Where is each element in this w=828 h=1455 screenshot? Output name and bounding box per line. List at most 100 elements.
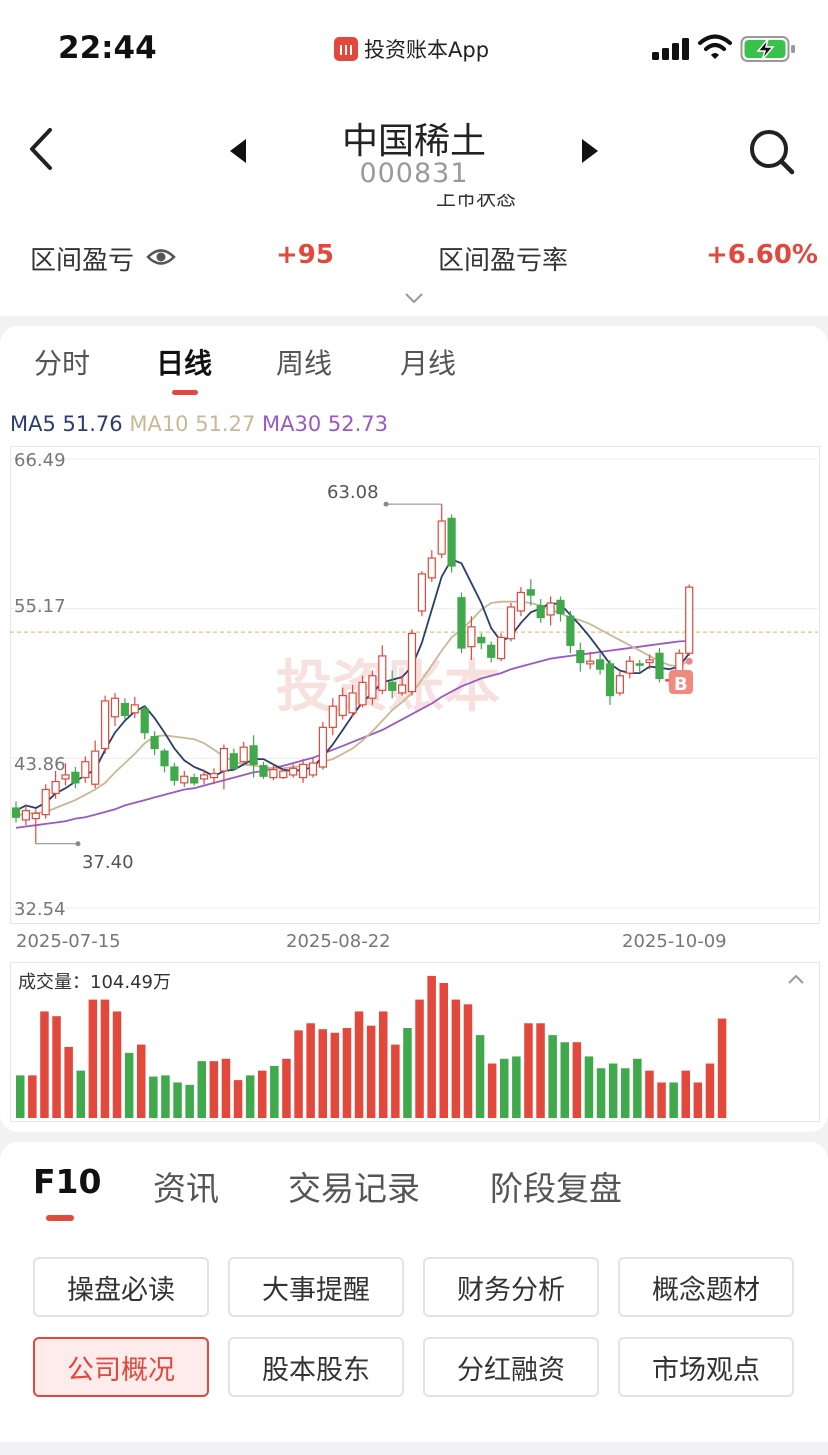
volume-bar (342, 1028, 352, 1118)
ma5-value: MA5 51.76 (10, 412, 123, 436)
eye-icon[interactable] (146, 244, 176, 270)
x-tick-label: 2025-07-15 (16, 931, 121, 952)
f10-button-events[interactable]: 大事提醒 (228, 1257, 404, 1317)
volume-bar (451, 999, 461, 1118)
f10-button-dividends[interactable]: 分红融资 (423, 1337, 599, 1397)
candle-down (229, 753, 238, 769)
search-icon[interactable] (746, 126, 796, 176)
volume-bar (173, 1082, 182, 1118)
candle-up (645, 659, 654, 664)
watermark: 投资账本 (276, 655, 500, 720)
candles (11, 504, 694, 844)
volume-bar (536, 1023, 545, 1118)
candle-down (477, 636, 486, 644)
volume-bar (717, 1018, 727, 1118)
volume-bar (185, 1084, 194, 1118)
candle-down (576, 650, 585, 664)
previous-stock-icon[interactable] (226, 136, 252, 166)
candle-down (635, 663, 644, 666)
candle-down (71, 771, 80, 784)
tab-news[interactable]: 资讯 (153, 1169, 219, 1208)
x-tick-label: 2025-08-22 (286, 931, 391, 952)
pnl-rate-value: +6.60% (706, 240, 818, 270)
volume-bar (100, 999, 110, 1118)
buy-marker-dot (685, 657, 693, 665)
volume-bar (596, 1068, 606, 1118)
candle-up (91, 750, 100, 785)
volume-bar (270, 1065, 279, 1118)
candle-down (249, 745, 258, 765)
app-logo-icon (334, 37, 358, 61)
volume-bar (245, 1075, 255, 1118)
tab-intraday[interactable]: 分时 (34, 347, 91, 380)
tab-monthly[interactable]: 月线 (400, 347, 457, 380)
candle-up (586, 660, 595, 665)
volume-bar (403, 1028, 412, 1118)
f10-button-market-views[interactable]: 市场观点 (618, 1337, 794, 1397)
chevron-down-icon[interactable] (402, 290, 426, 306)
next-stock-icon[interactable] (576, 136, 602, 166)
volume-bar (354, 1011, 364, 1118)
f10-button-concepts[interactable]: 概念题材 (618, 1257, 794, 1317)
pnl-label: 区间盈亏 (30, 246, 135, 276)
f10-button-financials[interactable]: 财务分析 (423, 1257, 599, 1317)
candle-up (289, 767, 298, 776)
volume-bar (560, 1042, 569, 1118)
tab-weekly[interactable]: 周线 (276, 347, 333, 380)
volume-bar (572, 1042, 582, 1118)
low-price-label: 37.40 (82, 852, 134, 873)
tab-daily[interactable]: 日线 (156, 347, 213, 380)
volume-bar (64, 1046, 73, 1118)
candle-up (61, 774, 70, 780)
high-price-label: 63.08 (327, 482, 379, 503)
back-arrow-icon[interactable] (22, 126, 62, 172)
volume-bar (693, 1082, 703, 1118)
f10-button-trading-guide[interactable]: 操盘必读 (33, 1257, 209, 1317)
f10-button-shareholders[interactable]: 股本股东 (228, 1337, 404, 1397)
buy-marker-label: B (674, 674, 688, 695)
candle-up (427, 557, 436, 579)
chart-card (0, 326, 828, 1132)
x-tick-label: 2025-10-09 (622, 931, 727, 952)
volume-bar (112, 1011, 122, 1118)
kline-chart: 投资账本 66.49 55.17 43.86 32.54 2025-07-15 … (10, 450, 818, 1118)
volume-bar (500, 1058, 509, 1118)
buy-marker[interactable]: B (669, 670, 693, 695)
signal-icon (652, 38, 689, 60)
candle-down (160, 750, 169, 767)
battery-charging-icon (740, 36, 795, 62)
ma-line-ma10 (15, 600, 690, 817)
candle-up (209, 773, 219, 779)
candle-down (595, 659, 605, 670)
volume-bar (124, 1052, 134, 1118)
candle-up (506, 606, 516, 640)
candle-down (190, 776, 199, 784)
status-app-indicator: 投资账本App (334, 35, 489, 63)
tab-f10[interactable]: F10 (33, 1162, 102, 1201)
candle-up (269, 769, 278, 779)
volume-label: 成交量：104.49万 (18, 968, 171, 994)
partial-text: 上市状态 (436, 194, 516, 208)
f10-button-company-profile[interactable]: 公司概况 (33, 1337, 209, 1397)
tab-stage-review[interactable]: 阶段复盘 (490, 1169, 622, 1208)
candle-up (100, 700, 110, 750)
tab-trade-records[interactable]: 交易记录 (288, 1169, 420, 1208)
price-chart-frame[interactable] (10, 446, 820, 924)
low-leader-dot (75, 841, 81, 847)
candle-down (605, 663, 615, 697)
volume-chart-frame[interactable] (10, 962, 820, 1122)
candle-down (170, 766, 179, 781)
candle-up (358, 681, 367, 706)
candle-down (11, 807, 21, 818)
annotations: 66.49 55.17 43.86 32.54 2025-07-15 2025-… (14, 450, 727, 952)
chart-grid (10, 458, 818, 909)
volume-bar (379, 1011, 388, 1118)
candle-up (546, 602, 555, 616)
candle-up (110, 697, 120, 718)
chevron-up-icon[interactable] (786, 972, 806, 986)
wifi-icon (698, 34, 732, 59)
volume-bar (197, 1061, 206, 1118)
candle-down (140, 708, 149, 734)
candle-up (31, 812, 40, 820)
volume-bar (52, 1016, 61, 1118)
